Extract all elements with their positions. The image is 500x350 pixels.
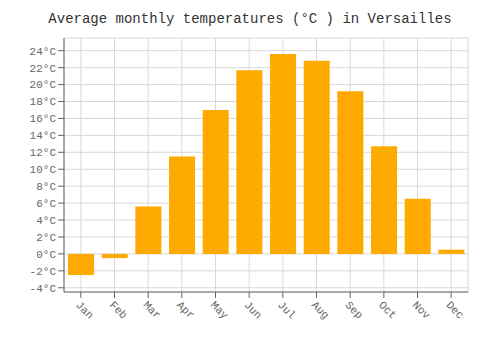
svg-text:14°C: 14°C	[30, 130, 57, 142]
svg-text:6°C: 6°C	[36, 198, 56, 210]
svg-text:16°C: 16°C	[30, 113, 57, 125]
svg-text:4°C: 4°C	[36, 215, 56, 227]
svg-text:18°C: 18°C	[30, 96, 57, 108]
svg-text:Oct: Oct	[376, 299, 398, 321]
svg-text:12°C: 12°C	[30, 147, 57, 159]
svg-text:Nov: Nov	[410, 299, 433, 322]
svg-text:20°C: 20°C	[30, 79, 57, 91]
svg-text:8°C: 8°C	[36, 181, 56, 193]
svg-text:24°C: 24°C	[30, 46, 57, 58]
svg-text:0°C: 0°C	[36, 249, 56, 261]
svg-text:-2°C: -2°C	[30, 266, 57, 278]
html-text:Average monthly temperatures (: Average monthly temperatures (°C ) in Ve…	[48, 11, 452, 27]
svg-text:Mar: Mar	[141, 299, 163, 321]
svg-text:Dec: Dec	[444, 299, 466, 321]
svg-text:Jun: Jun	[242, 299, 264, 321]
svg-text:Feb: Feb	[107, 299, 129, 321]
svg-text:Aug: Aug	[309, 299, 331, 321]
svg-text:Apr: Apr	[174, 299, 196, 321]
svg-text:-4°C: -4°C	[30, 283, 57, 295]
svg-text:2°C: 2°C	[36, 232, 56, 244]
svg-text:Jul: Jul	[275, 299, 297, 321]
svg-text:Jan: Jan	[73, 299, 95, 321]
svg-text:10°C: 10°C	[30, 164, 57, 176]
svg-text:22°C: 22°C	[30, 63, 57, 75]
svg-text:May: May	[208, 299, 231, 322]
svg-text:Sep: Sep	[343, 299, 365, 321]
